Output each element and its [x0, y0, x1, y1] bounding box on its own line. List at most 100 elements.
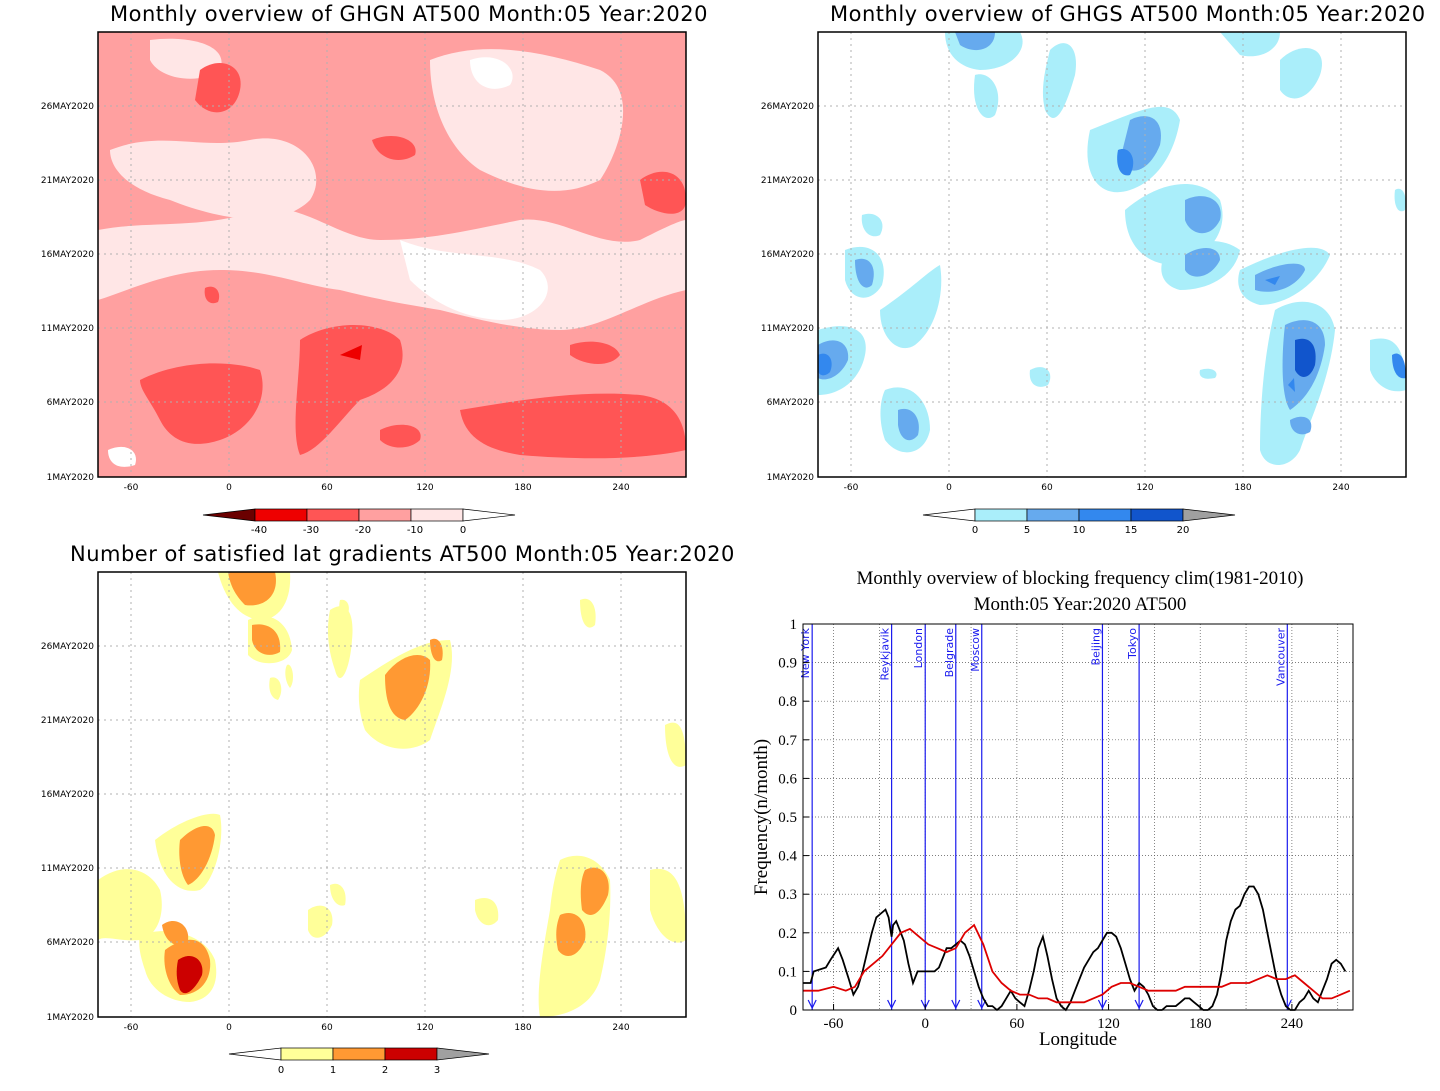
latgrad-heatmap: 26MAY2020 21MAY2020 16MAY2020 11MAY2020 …	[41, 571, 687, 1076]
ghgn-xtick: 240	[612, 483, 629, 493]
latgrad-ytick: 16MAY2020	[41, 790, 94, 800]
city-arrow	[887, 999, 897, 1010]
series-line-0	[803, 885, 1347, 1012]
ghgs-cbar-label: 0	[972, 525, 978, 536]
blocking-yticks: 0 0.1 0.2 0.3 0.4 0.5 0.6 0.7 0.8 0.9 1	[778, 617, 809, 1019]
ghgs-xtick: 180	[1234, 483, 1251, 493]
series-line-1	[803, 923, 1351, 1004]
city-arrow	[1134, 999, 1144, 1010]
ghgn-xtick: -60	[124, 483, 139, 493]
ghgs-cbar-label: 15	[1125, 525, 1138, 536]
ghgs-title: Monthly overview of GHGS AT500 Month:05 …	[830, 2, 1426, 26]
y-tick-label: 0.7	[778, 733, 797, 749]
city-label: Beijing	[1089, 628, 1102, 665]
ghgs-heatmap: 26MAY2020 21MAY2020 16MAY2020 11MAY2020 …	[761, 31, 1407, 536]
ghgs-xtick: 60	[1041, 483, 1053, 493]
latgrad-ytick: 1MAY2020	[47, 1013, 95, 1023]
ghgn-ytick: 16MAY2020	[41, 250, 94, 260]
latgrad-xtick: 240	[612, 1023, 629, 1033]
ghgn-xtick: 120	[416, 483, 433, 493]
city-label: Tokyo	[1126, 628, 1139, 660]
y-tick-label: 0.5	[778, 810, 797, 826]
x-tick-label: -60	[824, 1016, 844, 1032]
y-tick-label: 0.3	[778, 887, 797, 903]
city-label: Belgrade	[943, 628, 956, 678]
ghgn-cbar-label: 0	[460, 525, 466, 536]
blocking-ylabel: Frequency(n/month)	[751, 739, 772, 895]
x-tick-label: 180	[1189, 1016, 1212, 1032]
blocking-grid	[803, 624, 1353, 1010]
latgrad-xtick: 180	[514, 1023, 531, 1033]
blocking-title-line2: Month:05 Year:2020 AT500	[973, 594, 1187, 615]
y-tick-label: 0.9	[778, 656, 797, 672]
y-tick-label: 0.1	[778, 964, 797, 980]
city-arrow	[951, 999, 961, 1010]
ghgs-ytick: 11MAY2020	[761, 324, 814, 334]
latgrad-ytick: 11MAY2020	[41, 864, 94, 874]
latgrad-ytick: 21MAY2020	[41, 716, 94, 726]
ghgn-title: Monthly overview of GHGN AT500 Month:05 …	[110, 2, 708, 26]
blocking-xlabel: Longitude	[1039, 1029, 1117, 1050]
ghgn-cbar-label: -10	[407, 525, 423, 536]
x-tick-label: 60	[1009, 1016, 1024, 1032]
y-tick-label: 0	[790, 1003, 798, 1019]
ghgs-ytick: 26MAY2020	[761, 102, 814, 112]
blocking-title-line1: Monthly overview of blocking frequency c…	[856, 568, 1304, 589]
ghgs-cbar-label: 5	[1024, 525, 1030, 536]
ghgn-xtick: 180	[514, 483, 531, 493]
city-arrow	[977, 999, 987, 1010]
ghgs-ytick: 21MAY2020	[761, 176, 814, 186]
blocking-line-chart: New York Reykjavik London Belgrade Moscow Bei…	[751, 617, 1354, 1050]
blocking-cities: New York Reykjavik London Belgrade Moscow Bei…	[799, 624, 1292, 1010]
ghgs-cbar-label: 20	[1177, 525, 1190, 536]
latgrad-cbar-label: 3	[434, 1065, 440, 1076]
city-arrow	[1097, 999, 1107, 1010]
ghgs-xtick: 120	[1136, 483, 1153, 493]
ghgn-ytick: 26MAY2020	[41, 102, 94, 112]
latgrad-ytick: 6MAY2020	[47, 938, 95, 948]
blocking-series	[803, 885, 1351, 1012]
ghgn-heatmap: 26MAY2020 21MAY2020 16MAY2020 11MAY2020 …	[41, 31, 687, 536]
ghgn-ytick: 6MAY2020	[47, 398, 95, 408]
ghgs-cbar-label: 10	[1073, 525, 1086, 536]
city-arrow	[807, 999, 817, 1010]
ghgs-ytick: 6MAY2020	[767, 398, 815, 408]
ghgs-xtick: 0	[946, 483, 952, 493]
latgrad-xtick: 120	[416, 1023, 433, 1033]
x-tick-label: 240	[1281, 1016, 1304, 1032]
ghgs-ytick: 16MAY2020	[761, 250, 814, 260]
city-label: Reykjavik	[879, 627, 892, 680]
latgrad-colorbar	[228, 1047, 490, 1061]
ghgn-cbar-label: -40	[251, 525, 267, 536]
ghgn-colorbar	[202, 508, 516, 522]
y-tick-label: 0.6	[778, 771, 797, 787]
city-label: London	[912, 628, 925, 668]
ghgn-cbar-label: -30	[303, 525, 319, 536]
ghgn-ytick: 1MAY2020	[47, 473, 95, 483]
latgrad-cbar-label: 0	[278, 1065, 284, 1076]
ghgs-xtick: -60	[844, 483, 859, 493]
ghgn-ytick: 21MAY2020	[41, 176, 94, 186]
latgrad-title: Number of satisfied lat gradients AT500 …	[70, 542, 735, 566]
ghgn-ytick: 11MAY2020	[41, 324, 94, 334]
y-tick-label: 1	[790, 617, 798, 633]
latgrad-cbar-label: 1	[330, 1065, 336, 1076]
latgrad-xtick: 0	[226, 1023, 232, 1033]
latgrad-cbar-label: 2	[382, 1065, 388, 1076]
ghgn-xtick: 0	[226, 483, 232, 493]
city-label: New York	[799, 627, 812, 678]
latgrad-xtick: 60	[321, 1023, 333, 1033]
x-tick-label: 0	[921, 1016, 929, 1032]
y-tick-label: 0.4	[778, 849, 797, 865]
city-label: Moscow	[969, 628, 982, 672]
y-tick-label: 0.8	[778, 694, 797, 710]
latgrad-xtick: -60	[124, 1023, 139, 1033]
ghgs-ytick: 1MAY2020	[767, 473, 815, 483]
ghgn-xtick: 60	[321, 483, 333, 493]
ghgs-xtick: 240	[1332, 483, 1349, 493]
y-tick-label: 0.2	[778, 926, 797, 942]
ghgs-colorbar	[922, 508, 1236, 522]
blocking-xticks: -60 0 60 120 180 240	[824, 1004, 1304, 1032]
ghgn-cbar-label: -20	[355, 525, 371, 536]
latgrad-ytick: 26MAY2020	[41, 642, 94, 652]
